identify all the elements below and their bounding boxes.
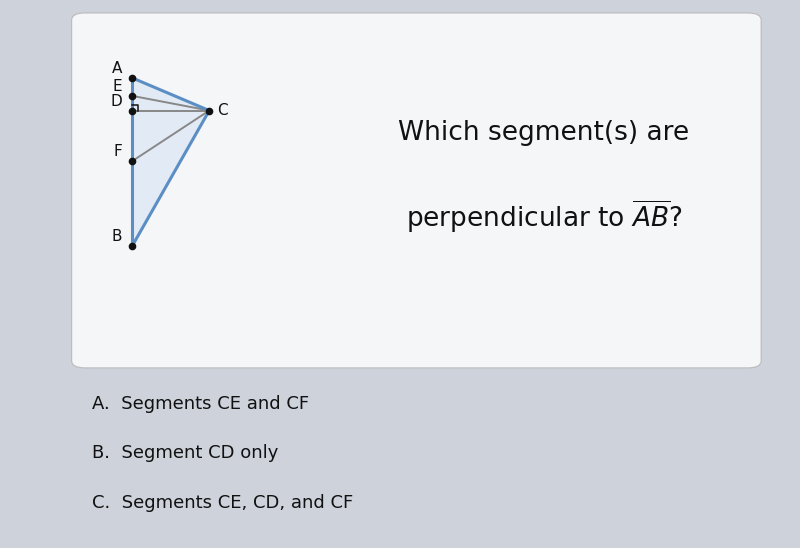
FancyBboxPatch shape (50, 381, 754, 426)
Text: C: C (217, 103, 227, 118)
Text: C.  Segments CE, CD, and CF: C. Segments CE, CD, and CF (92, 494, 354, 511)
Text: F: F (113, 145, 122, 159)
FancyBboxPatch shape (50, 431, 754, 476)
Text: D: D (110, 94, 122, 109)
FancyBboxPatch shape (72, 13, 761, 368)
FancyBboxPatch shape (50, 480, 754, 525)
Polygon shape (132, 78, 210, 246)
Text: B.  Segment CD only: B. Segment CD only (92, 444, 278, 462)
Text: A: A (111, 61, 122, 76)
Text: perpendicular to $\overline{AB}$?: perpendicular to $\overline{AB}$? (406, 198, 682, 235)
Text: B: B (111, 229, 122, 244)
Text: E: E (112, 79, 122, 94)
Text: A.  Segments CE and CF: A. Segments CE and CF (92, 395, 310, 413)
Text: Which segment(s) are: Which segment(s) are (398, 120, 690, 146)
